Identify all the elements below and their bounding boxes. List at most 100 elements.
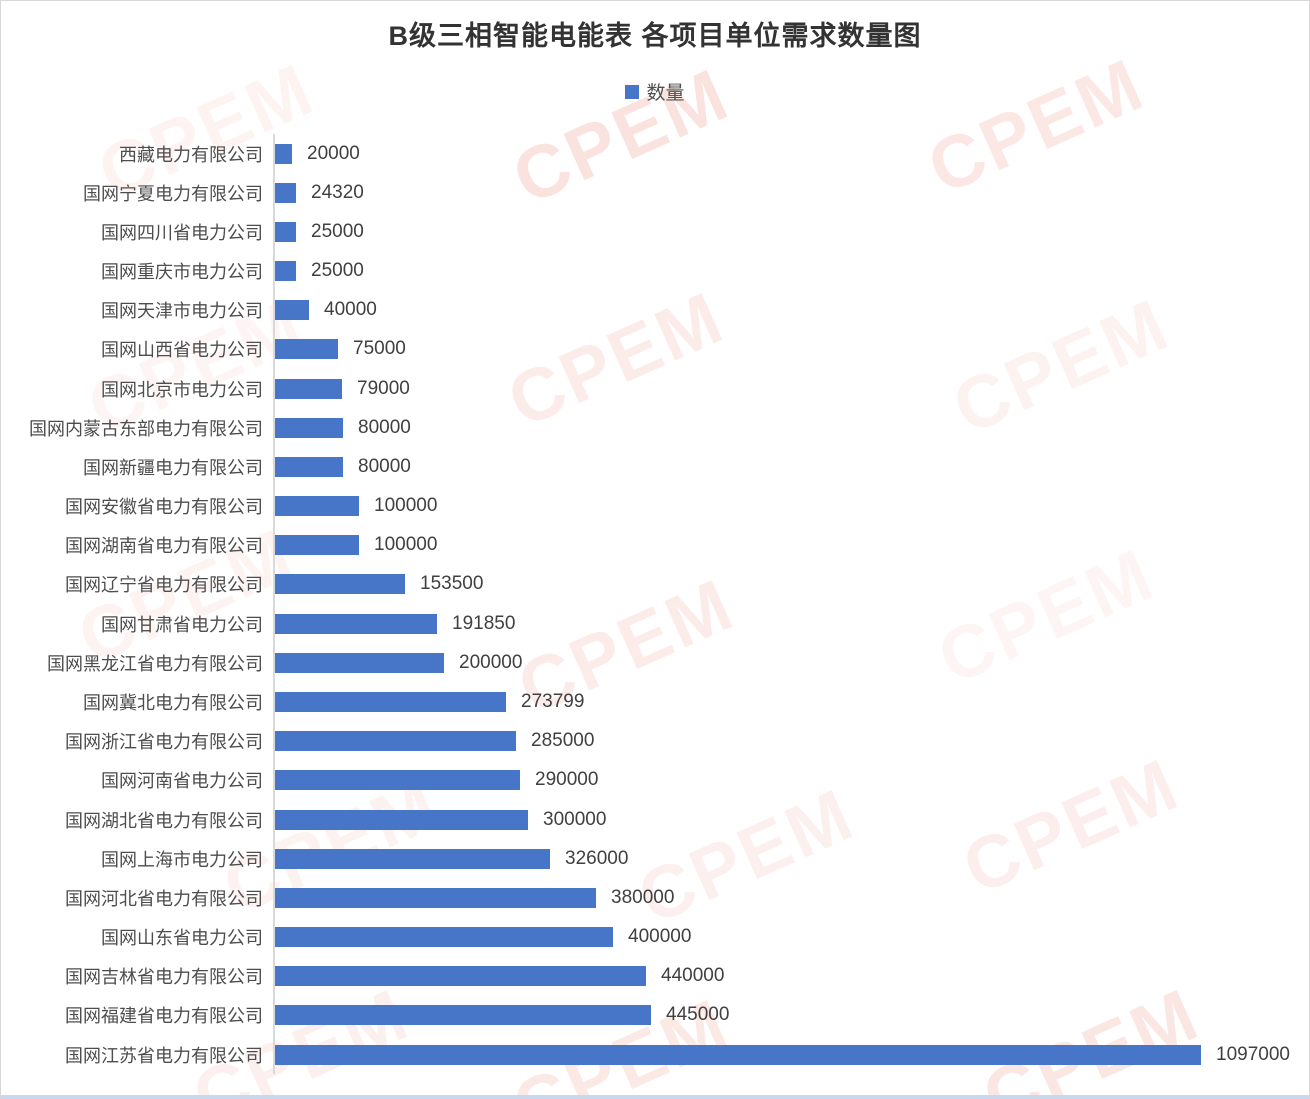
bar[interactable] bbox=[275, 221, 296, 242]
bar-row: 国网安徽省电力有限公司 100000 bbox=[1, 487, 1309, 526]
bar-row: 国网冀北电力有限公司 273799 bbox=[1, 682, 1309, 721]
value-label: 80000 bbox=[358, 416, 411, 438]
category-label: 国网宁夏电力有限公司 bbox=[83, 183, 263, 204]
category-axis-line bbox=[273, 134, 275, 1074]
bar[interactable] bbox=[275, 300, 309, 321]
bar[interactable] bbox=[275, 182, 296, 203]
bar-row: 国网新疆电力有限公司 80000 bbox=[1, 447, 1309, 486]
bar-row: 国网辽宁省电力有限公司 153500 bbox=[1, 565, 1309, 604]
bar-row: 国网山西省电力公司 75000 bbox=[1, 330, 1309, 369]
legend-swatch-icon bbox=[625, 84, 640, 99]
bar[interactable] bbox=[275, 848, 550, 869]
bar[interactable] bbox=[275, 261, 296, 282]
category-label: 国网山西省电力公司 bbox=[101, 340, 263, 361]
category-label: 国网重庆市电力公司 bbox=[101, 262, 263, 283]
bar-row: 国网天津市电力公司 40000 bbox=[1, 291, 1309, 330]
bar[interactable] bbox=[275, 652, 444, 673]
value-label: 285000 bbox=[531, 730, 595, 752]
category-label: 国网湖北省电力有限公司 bbox=[65, 810, 263, 831]
bar-row: 国网江苏省电力有限公司 1097000 bbox=[1, 1035, 1309, 1074]
chart-title: B级三相智能电能表 各项目单位需求数量图 bbox=[388, 21, 922, 51]
category-label: 西藏电力有限公司 bbox=[119, 144, 263, 165]
bar-row: 国网河北省电力有限公司 380000 bbox=[1, 878, 1309, 917]
bar[interactable] bbox=[275, 143, 292, 164]
value-label: 100000 bbox=[374, 534, 438, 556]
bar[interactable] bbox=[275, 535, 359, 556]
category-label: 国网河南省电力公司 bbox=[101, 771, 263, 792]
bar[interactable] bbox=[275, 456, 343, 477]
bar[interactable] bbox=[275, 966, 646, 987]
bar-row: 国网湖南省电力有限公司 100000 bbox=[1, 526, 1309, 565]
bar[interactable] bbox=[275, 770, 520, 791]
bar-row: 国网上海市电力公司 326000 bbox=[1, 839, 1309, 878]
bar-row: 国网甘肃省电力公司 191850 bbox=[1, 604, 1309, 643]
bar-row: 国网河南省电力公司 290000 bbox=[1, 761, 1309, 800]
bar-row: 国网重庆市电力公司 25000 bbox=[1, 252, 1309, 291]
category-label: 国网四川省电力公司 bbox=[101, 222, 263, 243]
bar[interactable] bbox=[275, 339, 338, 360]
category-label: 国网内蒙古东部电力有限公司 bbox=[29, 418, 263, 439]
category-label: 国网福建省电力有限公司 bbox=[65, 1006, 263, 1027]
value-label: 153500 bbox=[420, 573, 484, 595]
value-label: 80000 bbox=[358, 455, 411, 477]
bar-row: 西藏电力有限公司 20000 bbox=[1, 134, 1309, 173]
value-label: 445000 bbox=[666, 1004, 730, 1026]
value-label: 20000 bbox=[307, 142, 360, 164]
bar-row: 国网吉林省电力有限公司 440000 bbox=[1, 957, 1309, 996]
value-label: 326000 bbox=[565, 847, 629, 869]
category-label: 国网上海市电力公司 bbox=[101, 849, 263, 870]
bar-row: 国网黑龙江省电力有限公司 200000 bbox=[1, 643, 1309, 682]
category-label: 国网黑龙江省电力有限公司 bbox=[47, 653, 263, 674]
category-label: 国网天津市电力公司 bbox=[101, 301, 263, 322]
bar-row: 国网宁夏电力有限公司 24320 bbox=[1, 173, 1309, 212]
value-label: 200000 bbox=[459, 651, 523, 673]
value-label: 25000 bbox=[311, 220, 364, 242]
legend-label: 数量 bbox=[646, 83, 685, 104]
value-label: 1097000 bbox=[1216, 1043, 1290, 1065]
bar[interactable] bbox=[275, 731, 516, 752]
category-label: 国网甘肃省电力公司 bbox=[101, 614, 263, 635]
category-label: 国网新疆电力有限公司 bbox=[83, 457, 263, 478]
category-label: 国网浙江省电力有限公司 bbox=[65, 732, 263, 753]
value-label: 380000 bbox=[611, 886, 675, 908]
value-label: 100000 bbox=[374, 495, 438, 517]
value-label: 440000 bbox=[661, 965, 725, 987]
bottom-edge-line bbox=[1, 1095, 1309, 1099]
bar-row: 国网福建省电力有限公司 445000 bbox=[1, 996, 1309, 1035]
category-label: 国网湖南省电力有限公司 bbox=[65, 536, 263, 557]
value-label: 79000 bbox=[357, 377, 410, 399]
category-label: 国网安徽省电力有限公司 bbox=[65, 497, 263, 518]
bar[interactable] bbox=[275, 691, 506, 712]
bar[interactable] bbox=[275, 927, 613, 948]
plot-area: 西藏电力有限公司 20000 国网宁夏电力有限公司 24320 国网四川省电力公司 250… bbox=[1, 134, 1309, 1074]
bar-row: 国网湖北省电力有限公司 300000 bbox=[1, 800, 1309, 839]
value-label: 290000 bbox=[535, 769, 599, 791]
bar[interactable] bbox=[275, 613, 437, 634]
category-label: 国网北京市电力公司 bbox=[101, 379, 263, 400]
category-label: 国网冀北电力有限公司 bbox=[83, 692, 263, 713]
legend[interactable]: 数量 bbox=[1, 78, 1309, 105]
bar-row: 国网四川省电力公司 25000 bbox=[1, 212, 1309, 251]
bar[interactable] bbox=[275, 378, 342, 399]
category-label: 国网辽宁省电力有限公司 bbox=[65, 575, 263, 596]
category-label: 国网江苏省电力有限公司 bbox=[65, 1045, 263, 1066]
value-label: 191850 bbox=[452, 612, 516, 634]
bar[interactable] bbox=[275, 887, 596, 908]
value-label: 273799 bbox=[521, 690, 585, 712]
category-label: 国网山东省电力公司 bbox=[101, 928, 263, 949]
category-label: 国网河北省电力有限公司 bbox=[65, 888, 263, 909]
value-label: 24320 bbox=[311, 181, 364, 203]
bar[interactable] bbox=[275, 417, 343, 438]
category-label: 国网吉林省电力有限公司 bbox=[65, 967, 263, 988]
bar[interactable] bbox=[275, 496, 359, 517]
bar[interactable] bbox=[275, 809, 528, 830]
bar-row: 国网内蒙古东部电力有限公司 80000 bbox=[1, 408, 1309, 447]
value-label: 400000 bbox=[628, 926, 692, 948]
value-label: 75000 bbox=[353, 338, 406, 360]
bar-row: 国网浙江省电力有限公司 285000 bbox=[1, 722, 1309, 761]
bar[interactable] bbox=[275, 574, 405, 595]
bar[interactable] bbox=[275, 1005, 651, 1026]
bar[interactable] bbox=[275, 1044, 1201, 1065]
value-label: 25000 bbox=[311, 260, 364, 282]
